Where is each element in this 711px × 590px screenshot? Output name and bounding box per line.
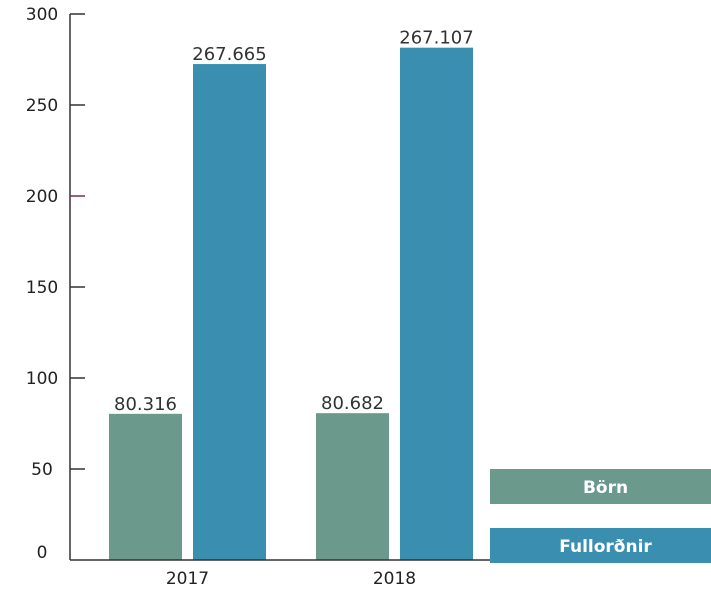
data-label: 267.665 xyxy=(192,44,266,65)
bar xyxy=(193,64,266,561)
data-label: 80.682 xyxy=(321,393,384,414)
legend-label: Fullorðnir xyxy=(559,537,652,557)
legend-label: Börn xyxy=(583,478,628,498)
legend: Börn Fullorðnir xyxy=(490,469,711,563)
bar xyxy=(316,413,389,560)
y-tick-label: 150 xyxy=(26,278,58,298)
y-tick-label: 300 xyxy=(26,5,58,25)
y-axis: 0 50 100 150 200 250 300 xyxy=(26,5,85,563)
data-label: 267.107 xyxy=(399,28,473,49)
bar xyxy=(400,47,473,561)
x-tick-label: 2017 xyxy=(166,569,209,589)
y-tick-label: 100 xyxy=(26,369,58,389)
x-tick-label: 2018 xyxy=(373,569,416,589)
bars: 80.316 267.665 80.682 267.107 xyxy=(109,28,474,561)
y-tick-label: 50 xyxy=(31,460,53,480)
y-tick-label: 250 xyxy=(26,96,58,116)
y-tick-label: 0 xyxy=(37,543,48,563)
x-axis: 2017 2018 xyxy=(70,559,490,589)
y-tick-label: 200 xyxy=(26,187,58,207)
legend-swatch xyxy=(490,469,711,504)
legend-swatch xyxy=(490,528,711,563)
bar xyxy=(109,413,182,560)
data-label: 80.316 xyxy=(114,394,177,415)
